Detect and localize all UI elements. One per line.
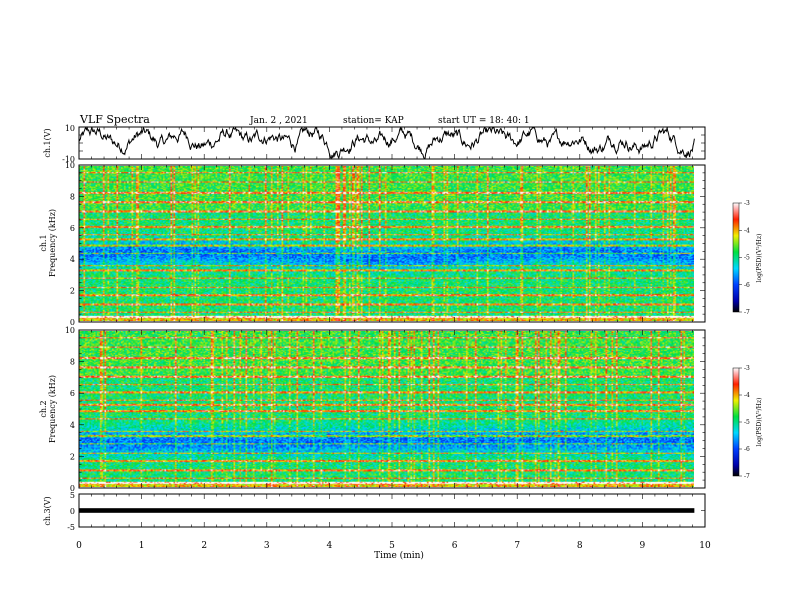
- ch3-ytick-top: 5: [70, 491, 75, 500]
- ch1-waveform-ylabel: ch.1(V): [43, 128, 52, 157]
- ch1-waveform-line: [78, 126, 695, 160]
- date-label: Jan. 2 , 2021: [249, 116, 308, 126]
- ch1-channel-label: ch.1: [39, 234, 48, 251]
- frequency-tick-label: 10: [65, 326, 75, 335]
- frequency-tick-label: 2: [70, 452, 75, 461]
- colorbar-tick-label: -5: [744, 419, 750, 426]
- frequency-tick-label: 4: [70, 421, 75, 430]
- ch1-waveform-panel: 10 -10 ch.1(V): [43, 124, 706, 164]
- frequency-tick-label: 4: [70, 255, 75, 264]
- frequency-tick-label: 0: [70, 318, 75, 327]
- ch3-ytick-bottom: -5: [67, 523, 75, 532]
- colorbar-tick-label: -6: [744, 446, 750, 453]
- ch2-spectrogram-panel: 0 2 4 6 8 10 ch.2 Frequency (kHz): [39, 326, 706, 493]
- time-tick-label: 8: [577, 541, 583, 551]
- time-tick-label: 2: [201, 541, 207, 551]
- ch2-colorbar-label: log(PSD)(V²/Hz): [756, 398, 763, 447]
- colorbar-tick-label: -4: [744, 227, 750, 234]
- colorbar-tick-label: -7: [744, 309, 750, 316]
- time-tick-label: 0: [76, 541, 82, 551]
- colorbar-tick-label: -5: [744, 255, 750, 262]
- colorbar-tick-label: -3: [744, 200, 750, 207]
- ch1-colorbar-label: log(PSD)(V²/Hz): [756, 234, 763, 283]
- ch1-colorbar: -3 -4 -5 -6 -7 log(PSD)(V²/Hz): [732, 200, 763, 316]
- ch3-ytick-middle: 0: [70, 507, 75, 516]
- time-tick-label: 5: [389, 541, 395, 551]
- ch2-colorbar: -3 -4 -5 -6 -7 log(PSD)(V²/Hz): [732, 365, 763, 480]
- colorbar-tick-label: -6: [744, 282, 750, 289]
- ch1-frequency-ylabel: Frequency (kHz): [48, 209, 57, 277]
- time-axis-label: Time (min): [374, 550, 424, 561]
- ch1-colorbar-ramp: [733, 203, 739, 312]
- frequency-tick-label: 2: [70, 287, 75, 296]
- colorbar-tick-label: -4: [744, 392, 750, 399]
- frequency-tick-label: 8: [70, 358, 75, 367]
- ch1-ytick-top: 10: [65, 124, 75, 133]
- ch3-waveform-panel: 5 0 -5 ch.3(V): [43, 491, 706, 532]
- ch1-ytick-bottom: -10: [62, 155, 75, 164]
- ch1-spectrogram-image: [79, 166, 694, 321]
- time-tick-label: 6: [452, 541, 458, 551]
- ch2-frequency-ylabel: Frequency (kHz): [48, 375, 57, 443]
- ch1-spectrogram-panel: 0 2 4 6 8 10 ch.1 Frequency (kHz): [39, 161, 706, 327]
- start-time-label: start UT = 18: 40: 1: [438, 116, 530, 126]
- ch2-channel-label: ch.2: [39, 400, 48, 417]
- frequency-tick-label: 6: [70, 224, 75, 233]
- time-tick-label: 1: [139, 541, 145, 551]
- frequency-tick-label: 8: [70, 192, 75, 201]
- ch3-waveform-ylabel: ch.3(V): [43, 496, 52, 525]
- time-tick-label: 9: [640, 541, 646, 551]
- time-tick-label: 4: [327, 541, 333, 551]
- ch3-waveform-band: [79, 508, 695, 513]
- frequency-tick-label: 6: [70, 389, 75, 398]
- time-tick-label: 7: [514, 541, 520, 551]
- time-tick-label: 3: [264, 541, 270, 551]
- ch2-colorbar-ramp: [733, 368, 739, 476]
- time-tick-label: 10: [699, 541, 711, 551]
- frequency-tick-label: 0: [70, 484, 75, 493]
- colorbar-tick-label: -7: [744, 473, 750, 480]
- station-label: station= KAP: [343, 116, 404, 126]
- figure-title: VLF Spectra: [79, 113, 150, 126]
- colorbar-tick-label: -3: [744, 365, 750, 372]
- ch2-spectrogram-image: [79, 331, 694, 487]
- frequency-tick-label: 10: [65, 161, 75, 170]
